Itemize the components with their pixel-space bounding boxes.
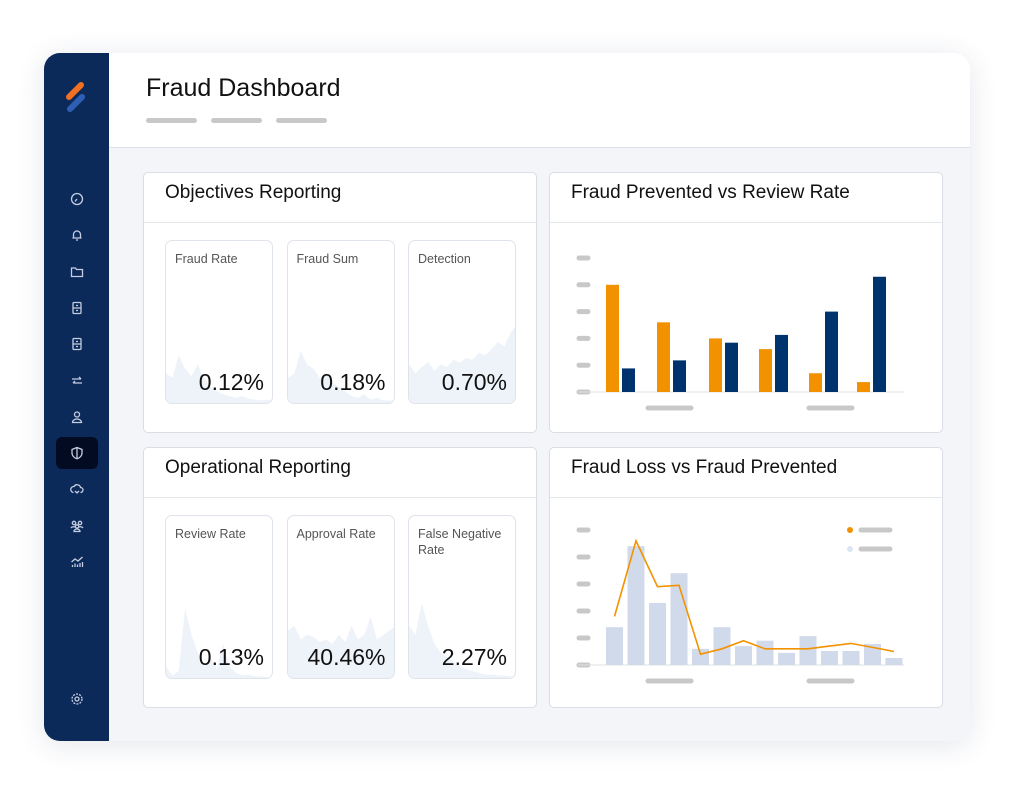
bar (713, 627, 731, 665)
sidebar (44, 53, 109, 741)
bar (864, 643, 881, 665)
sidebar-item-archive-cabinet[interactable] (56, 292, 98, 324)
breadcrumb-placeholder[interactable] (146, 118, 197, 123)
transfer-arrows-icon (72, 376, 82, 384)
sparkline-area (287, 350, 394, 403)
shield-icon (71, 446, 83, 460)
sidebar-item-bell[interactable] (56, 219, 98, 251)
bar (622, 368, 635, 392)
breadcrumb-placeholder[interactable] (211, 118, 262, 123)
kpi-value: 2.27% (441, 644, 507, 670)
line-series (613, 538, 895, 656)
bar (825, 311, 838, 392)
legend-marker (847, 546, 853, 552)
sidebar-item-transfer-arrows[interactable] (56, 365, 98, 397)
bar (821, 650, 838, 665)
bar (735, 646, 752, 665)
archive-cabinet-icon (72, 338, 82, 351)
sidebar-item-user[interactable] (56, 401, 98, 433)
card-title: Fraud Loss vs Fraud Prevented (550, 448, 942, 498)
operational-reporting-card: Operational Reporting Review Rate 0.13% … (143, 447, 537, 708)
app-window: Fraud Dashboard Objectives Reporting Fra… (44, 53, 970, 741)
users-group-icon (70, 520, 84, 532)
sparkline-area (287, 616, 394, 678)
bar (670, 573, 688, 665)
sidebar-item-analytics-chart[interactable] (56, 546, 98, 578)
card-title: Objectives Reporting (144, 173, 536, 223)
fraud-loss-chart (576, 527, 904, 684)
kpi-label: Detection (418, 252, 471, 266)
bar (809, 373, 822, 392)
bar (756, 640, 774, 665)
objectives-reporting-card: Objectives Reporting Fraud Rate 0.12% Fr… (143, 172, 537, 433)
page-title: Fraud Dashboard (146, 74, 341, 102)
bar (857, 382, 870, 392)
page-header: Fraud Dashboard (109, 53, 970, 148)
kpi-label: Approval Rate (296, 527, 376, 541)
bar (627, 546, 645, 665)
sparkline-area (166, 355, 272, 403)
sidebar-item-users-group[interactable] (56, 510, 98, 542)
bar (673, 360, 686, 392)
cloud-icon (70, 484, 84, 495)
legend-marker (847, 527, 853, 533)
sidebar-item-archive-cabinet[interactable] (56, 328, 98, 360)
bell-icon (72, 230, 82, 241)
fraud-prevented-chart (576, 255, 904, 411)
kpi-tile[interactable]: False Negative Rate 2.27% (408, 515, 516, 679)
bar (709, 338, 722, 392)
settings-button[interactable] (56, 683, 98, 715)
card-title: Operational Reporting (144, 448, 536, 498)
bar (799, 636, 817, 665)
kpi-tile[interactable]: Detection 0.70% (408, 240, 516, 404)
breadcrumb-placeholder[interactable] (276, 118, 327, 123)
kpi-tile[interactable]: Fraud Sum 0.18% (286, 240, 395, 404)
sidebar-item-shield[interactable] (56, 437, 98, 470)
sidebar-item-cloud[interactable] (56, 473, 98, 505)
kpi-value: 0.18% (320, 369, 386, 395)
kpi-value: 0.13% (198, 644, 264, 670)
analytics-chart-icon (71, 556, 84, 567)
sparkline-area (409, 603, 515, 678)
bar (649, 602, 666, 665)
bar (606, 627, 623, 665)
sidebar-item-dashboard-gauge[interactable] (56, 183, 98, 215)
fraud-loss-vs-fraud-prevented-card: Fraud Loss vs Fraud Prevented (549, 447, 943, 708)
dashboard-gauge-icon (70, 192, 84, 206)
kpi-label: Review Rate (175, 527, 246, 541)
bar (657, 322, 670, 392)
bar (778, 652, 795, 665)
archive-cabinet-icon (72, 301, 82, 315)
bar (775, 334, 788, 392)
bar (606, 284, 619, 392)
kpi-label: False Negative Rate (418, 527, 502, 557)
bar (873, 276, 886, 392)
sparkline-area (409, 326, 515, 403)
kpi-label: Fraud Rate (175, 252, 238, 266)
card-title: Fraud Prevented vs Review Rate (550, 173, 942, 223)
bar (885, 657, 903, 665)
kpi-value: 0.70% (441, 369, 507, 395)
sidebar-item-folder[interactable] (56, 256, 98, 288)
user-icon (71, 411, 83, 423)
bar (725, 342, 738, 392)
kpi-tile[interactable]: Review Rate 0.13% (165, 515, 273, 679)
bar (759, 349, 772, 392)
sparkline-area (166, 607, 272, 678)
bar (692, 648, 709, 665)
kpi-value: 40.46% (307, 644, 386, 670)
kpi-tile[interactable]: Fraud Rate 0.12% (165, 240, 273, 404)
gear-icon (71, 693, 83, 705)
folder-icon (70, 266, 84, 277)
kpi-label: Fraud Sum (296, 252, 359, 266)
fraud-prevented-vs-review-rate-card: Fraud Prevented vs Review Rate (549, 172, 943, 433)
kpi-value: 0.12% (198, 369, 264, 395)
kpi-tile[interactable]: Approval Rate 40.46% (286, 515, 395, 679)
bar (842, 650, 860, 665)
logo-icon (66, 82, 85, 112)
